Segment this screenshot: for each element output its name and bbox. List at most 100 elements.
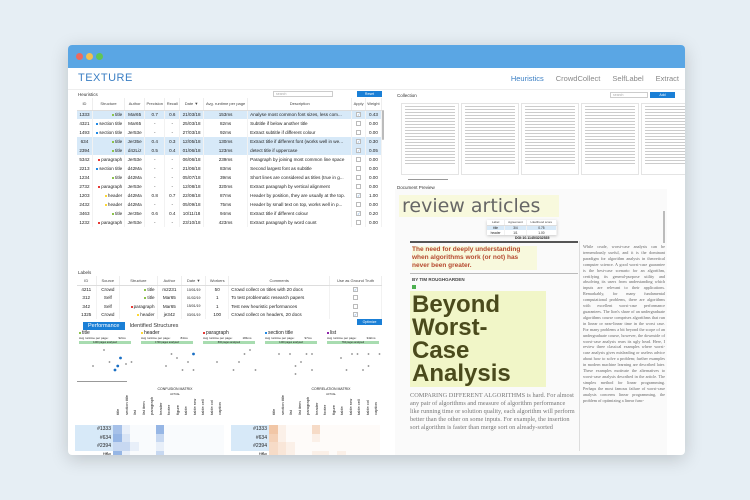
matrix-cell[interactable] (164, 425, 173, 434)
matrix-cell[interactable] (286, 450, 295, 455)
scatter-point[interactable] (130, 361, 133, 363)
matrix-cell[interactable] (277, 433, 286, 442)
column-header[interactable]: Date ▼ (179, 98, 205, 111)
matrix-cell[interactable] (215, 425, 224, 434)
matrix-row-label[interactable]: title (103, 451, 111, 456)
scatter-point[interactable] (367, 365, 370, 367)
table-row[interactable]: 1232 paragraph Jer53e - -23/10/18 423ms Extrac… (77, 218, 383, 227)
matrix-cell[interactable] (320, 442, 329, 451)
matrix-row-label[interactable]: title (259, 451, 267, 456)
table-row[interactable]: 4321 section title Mar65- -25/03/18 82ms Subt… (77, 119, 383, 128)
matrix-cell[interactable] (328, 442, 337, 451)
performance-card[interactable]: list Avg runtime per page: 342ms 784 pages … (327, 330, 387, 380)
column-header[interactable]: Source (96, 276, 121, 286)
nav-selflabel[interactable]: SelfLabel (612, 74, 644, 83)
matrix-cell[interactable] (138, 433, 147, 442)
checked-checkbox[interactable]: ✓ (353, 287, 359, 293)
section-banner[interactable]: review articles (399, 195, 559, 217)
matrix-cell[interactable] (138, 425, 147, 434)
matrix-cell[interactable] (311, 442, 320, 451)
scatter-point[interactable] (254, 369, 257, 371)
matrix-row-label[interactable]: #1333 (75, 425, 113, 434)
scatter-point[interactable] (249, 349, 251, 351)
matrix-cell[interactable] (164, 450, 173, 455)
checked-checkbox[interactable]: ✓ (356, 148, 362, 154)
matrix-cell[interactable] (181, 442, 190, 451)
column-header[interactable]: Apply (351, 98, 366, 111)
matrix-cell[interactable] (130, 442, 139, 451)
matrix-cell[interactable] (121, 425, 130, 434)
column-header[interactable]: Author (124, 98, 146, 111)
table-row[interactable]: 5342 paragraph Jer53e - -06/06/18 239ms Paragr… (77, 155, 383, 164)
matrix-cell[interactable] (354, 442, 363, 451)
matrix-cell[interactable] (320, 450, 329, 455)
column-header[interactable]: Date ▼ (181, 276, 207, 286)
nav-heuristics[interactable]: Heuristics (510, 74, 544, 83)
scatter-point[interactable] (340, 357, 342, 359)
scatter-point[interactable] (289, 353, 291, 355)
matrix-cell[interactable] (320, 433, 329, 442)
matrix-cell[interactable] (155, 433, 164, 442)
table-row[interactable]: 1325 Crowd header je342 03/01/19 100 Crowd col… (77, 310, 382, 319)
matrix-cell[interactable] (172, 425, 181, 434)
heuristics-search-input[interactable]: search (273, 91, 333, 97)
matrix-row-label[interactable]: #634 (231, 433, 269, 442)
matrix-cell[interactable] (172, 450, 181, 455)
matrix-cell[interactable] (181, 450, 190, 455)
matrix-cell[interactable] (371, 433, 380, 442)
matrix-row-label[interactable]: #2394 (75, 442, 113, 451)
matrix-cell[interactable] (130, 425, 139, 434)
scatter-point[interactable] (311, 369, 313, 371)
table-row[interactable]: 2432 header d42Ma - -05/09/18 75ms Header by s… (77, 200, 383, 209)
matrix-cell[interactable] (311, 425, 320, 434)
matrix-cell[interactable] (189, 442, 198, 451)
reset-button[interactable]: Reset (357, 91, 382, 97)
column-header[interactable]: Recall (164, 98, 181, 111)
matrix-row-label[interactable]: #2394 (231, 442, 269, 451)
matrix-cell[interactable] (147, 450, 156, 455)
document-thumbnail[interactable] (401, 103, 459, 175)
matrix-cell[interactable] (147, 442, 156, 451)
matrix-cell[interactable] (354, 433, 363, 442)
table-row[interactable]: 3463 title Jer35e 0.6 0.4 10/11/18 94ms Extract… (77, 209, 383, 218)
column-header[interactable]: Weight (365, 98, 383, 111)
scatter-point[interactable] (305, 353, 308, 355)
scatter-point[interactable] (181, 369, 184, 371)
matrix-cell[interactable] (337, 425, 346, 434)
matrix-cell[interactable] (121, 433, 130, 442)
scatter-point[interactable] (103, 349, 105, 351)
scatter-point[interactable] (187, 361, 189, 363)
checked-checkbox[interactable]: ✓ (356, 112, 362, 118)
close-window-button[interactable] (76, 53, 83, 60)
matrix-cell[interactable] (155, 442, 164, 451)
checkbox[interactable] (356, 157, 362, 163)
tab-identified-structures[interactable]: Identified Structures (129, 323, 179, 329)
matrix-cell[interactable] (337, 442, 346, 451)
document-thumbnail[interactable] (521, 103, 579, 175)
scatter-point[interactable] (311, 353, 313, 355)
matrix-cell[interactable] (303, 433, 312, 442)
matrix-cell[interactable] (113, 433, 122, 442)
matrix-cell[interactable] (320, 425, 329, 434)
matrix-cell[interactable] (328, 425, 337, 434)
column-header[interactable]: Structure (92, 98, 126, 111)
checkbox[interactable] (356, 130, 362, 136)
collection-search-input[interactable]: search (610, 92, 648, 98)
matrix-cell[interactable] (155, 425, 164, 434)
column-header[interactable]: Description (247, 98, 353, 111)
scatter-point[interactable] (192, 352, 195, 356)
matrix-cell[interactable] (371, 425, 380, 434)
checkbox[interactable] (356, 121, 362, 127)
checkbox[interactable] (356, 175, 362, 181)
matrix-cell[interactable] (354, 425, 363, 434)
checked-checkbox[interactable]: ✓ (356, 193, 362, 199)
matrix-cell[interactable] (294, 433, 303, 442)
matrix-cell[interactable] (277, 450, 286, 455)
matrix-cell[interactable] (294, 450, 303, 455)
collection-scrollbar[interactable] (408, 179, 448, 180)
matrix-cell[interactable] (354, 450, 363, 455)
scatter-point[interactable] (108, 361, 111, 363)
matrix-cell[interactable] (164, 433, 173, 442)
matrix-cell[interactable] (181, 425, 190, 434)
document-thumbnail[interactable] (641, 103, 685, 175)
